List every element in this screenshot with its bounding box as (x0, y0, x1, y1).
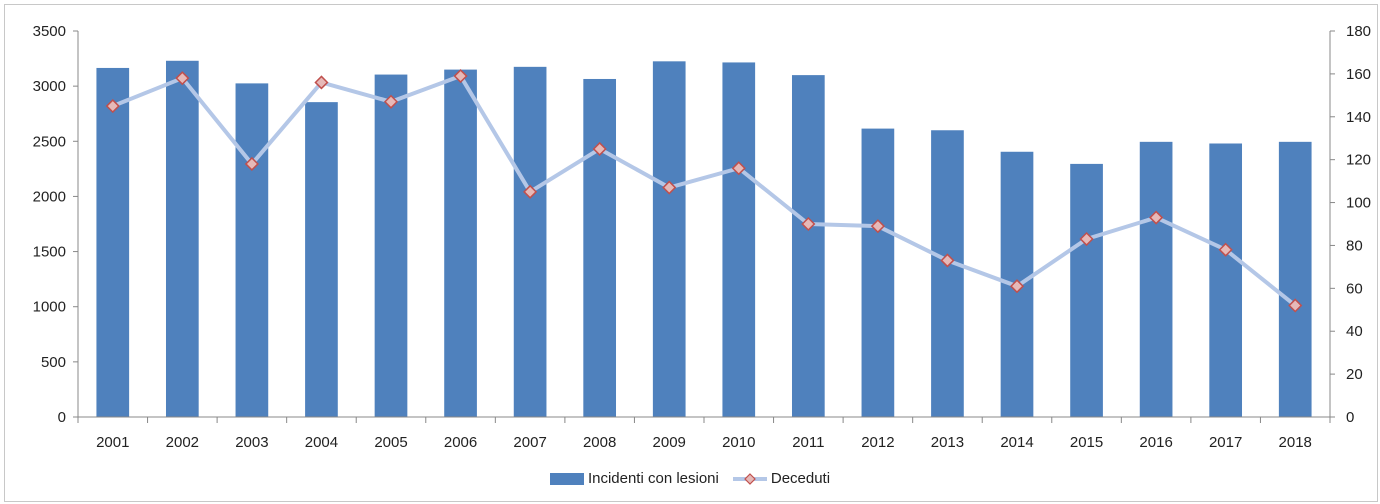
legend-item-line: Deceduti (732, 470, 831, 487)
x-tick-label: 2007 (513, 434, 546, 451)
x-tick-label: 2012 (861, 434, 894, 451)
deceduti-point (383, 94, 399, 109)
right-tick-label: 20 (1346, 366, 1363, 383)
right-tick-label: 0 (1346, 409, 1354, 426)
x-tick-label: 2013 (931, 434, 964, 451)
right-tick-label: 180 (1346, 23, 1371, 40)
bar (1209, 143, 1243, 417)
right-tick-label: 120 (1346, 152, 1371, 169)
left-tick-label: 500 (41, 354, 66, 371)
x-tick-label: 2009 (653, 434, 686, 451)
deceduti-point (314, 75, 329, 90)
left-tick-label: 2500 (33, 133, 66, 150)
x-tick-label: 2004 (305, 434, 338, 451)
deceduti-point (453, 68, 468, 84)
left-tick-label: 1000 (33, 299, 66, 316)
bar (583, 78, 617, 417)
left-tick-label: 3000 (33, 78, 66, 95)
x-tick-label: 2001 (96, 434, 129, 451)
deceduti-point (1288, 298, 1303, 313)
deceduti-point (801, 216, 816, 232)
bar (165, 60, 199, 418)
x-tick-label: 2014 (1000, 434, 1033, 451)
bar (513, 66, 547, 417)
left-tick-label: 0 (58, 409, 66, 426)
deceduti-point (1149, 210, 1164, 225)
deceduti-point (523, 184, 538, 199)
chart-svg: 0 500 1000 1500 2000 2500 3000 3500 0 20 40 60 80 100… (33, 23, 1371, 451)
deceduti-point (592, 141, 607, 157)
legend: Incidenti con lesioni Deceduti (0, 470, 1380, 487)
bar (235, 83, 269, 417)
legend-bar-label: Incidenti con lesioni (587, 470, 719, 487)
x-tick-label: 2015 (1070, 434, 1103, 451)
bar (444, 69, 477, 417)
deceduti-point (1009, 279, 1025, 294)
left-tick-label: 2000 (33, 188, 66, 205)
deceduti-point (940, 253, 955, 268)
bar (1278, 141, 1312, 417)
x-tick-label: 2002 (166, 434, 199, 451)
bar (931, 130, 964, 417)
deceduti-line (112, 74, 1297, 308)
legend-line-swatch (732, 472, 767, 485)
bar (722, 62, 756, 417)
x-tick-label: 2005 (374, 434, 407, 451)
x-tick-label: 2003 (235, 434, 268, 451)
bar (1070, 163, 1103, 417)
right-tick-label: 100 (1346, 195, 1371, 212)
bar (861, 128, 895, 418)
bar (374, 74, 408, 417)
right-tick-label: 80 (1346, 237, 1363, 254)
x-tick-label: 2018 (1279, 434, 1312, 451)
deceduti-point (1218, 242, 1233, 257)
deceduti-point (105, 98, 120, 114)
chart-frame (4, 4, 1378, 502)
right-tick-label: 160 (1346, 66, 1371, 83)
legend-item-bar: Incidenti con lesioni (549, 470, 719, 487)
right-tick-label: 40 (1346, 323, 1363, 340)
legend-bar-swatch (549, 472, 584, 485)
left-tick-label: 1500 (33, 244, 66, 261)
bar (96, 67, 130, 418)
deceduti-point (662, 180, 677, 195)
x-tick-label: 2006 (444, 434, 477, 451)
deceduti-point (731, 161, 746, 176)
left-tick-label: 3500 (33, 23, 66, 40)
x-tick-label: 2008 (583, 434, 616, 451)
x-tick-label: 2017 (1209, 434, 1242, 451)
legend-line-label: Deceduti (770, 470, 831, 487)
bar (305, 102, 338, 418)
x-tick-label: 2011 (792, 434, 824, 451)
x-tick-label: 2010 (722, 434, 755, 451)
bar (1139, 141, 1173, 417)
right-tick-label: 60 (1346, 280, 1363, 297)
x-tick-label: 2016 (1139, 434, 1172, 451)
right-tick-label: 140 (1346, 109, 1371, 126)
bar (791, 75, 825, 417)
bar (652, 61, 686, 417)
deceduti-point (244, 156, 259, 172)
deceduti-point (175, 71, 190, 86)
deceduti-point (1079, 231, 1094, 247)
deceduti-point (870, 219, 885, 234)
